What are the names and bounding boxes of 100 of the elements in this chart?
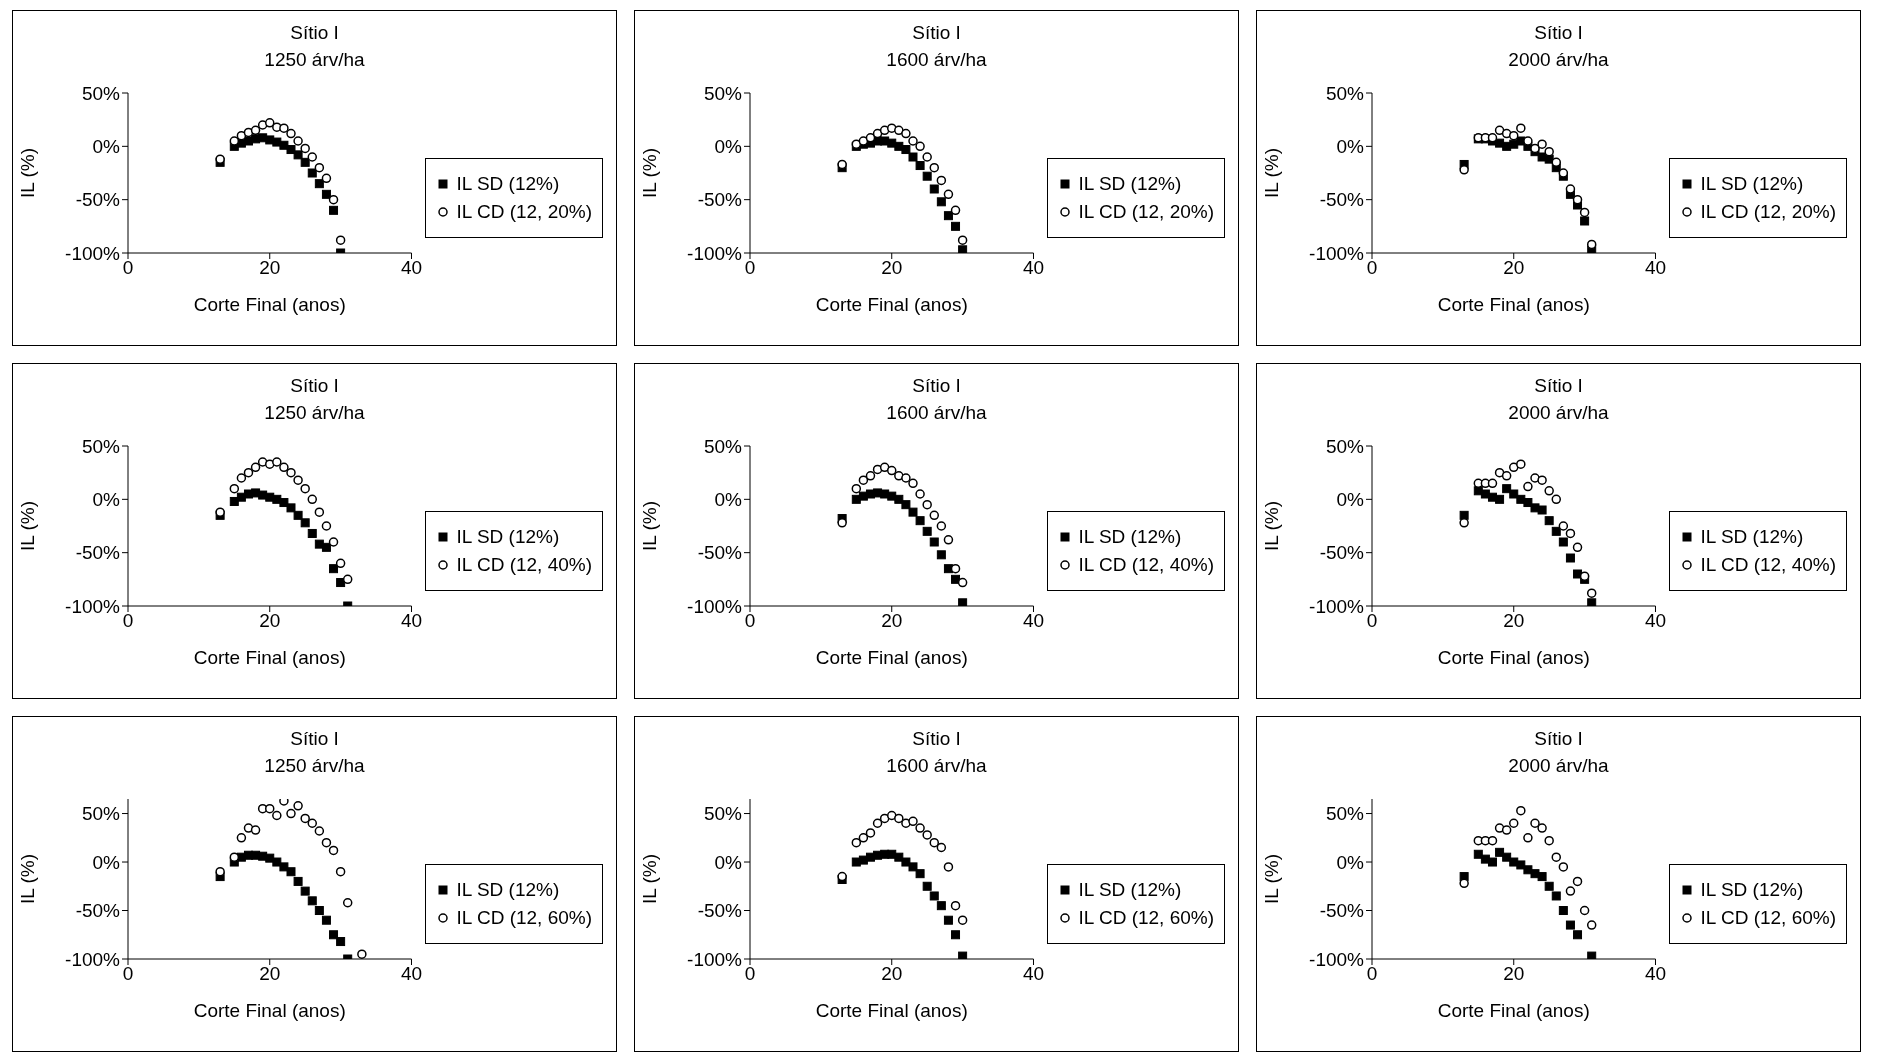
chart-title: Sítio I — [289, 21, 340, 45]
legend-label: IL CD (12, 40%) — [1700, 554, 1836, 576]
y-axis-title: IL (%) — [16, 854, 38, 904]
y-axis-title: IL (%) — [1260, 148, 1282, 198]
y-tick-label: 0% — [1336, 489, 1365, 511]
y-tick-label: -50% — [1319, 900, 1365, 922]
chart-title: Sítio I — [1533, 21, 1584, 45]
x-axis-title: Corte Final (anos) — [815, 647, 968, 668]
y-tick-label: -50% — [75, 900, 121, 922]
y-axis-title: IL (%) — [638, 854, 660, 904]
legend-label: IL CD (12, 60%) — [456, 907, 592, 929]
x-tick-label: 40 — [1644, 963, 1667, 985]
y-tick-label: 50% — [703, 82, 743, 104]
x-axis-title: Corte Final (anos) — [1437, 647, 1590, 668]
chart-subtitle: 1600 árv/ha — [885, 754, 988, 778]
x-tick-label: 20 — [881, 610, 903, 632]
x-tick-label: 40 — [1022, 610, 1045, 632]
chart-subtitle: 1250 árv/ha — [263, 754, 366, 778]
y-axis-title: IL (%) — [638, 148, 660, 198]
legend-label: IL SD (12%) — [456, 526, 560, 548]
chart-subtitle: 2000 árv/ha — [1507, 401, 1610, 425]
chart-subtitle: 1250 árv/ha — [263, 401, 366, 425]
y-axis-title: IL (%) — [1260, 854, 1282, 904]
y-axis-title: IL (%) — [1260, 501, 1282, 551]
y-tick-label: -50% — [75, 542, 121, 564]
y-tick-label: 50% — [703, 803, 743, 825]
y-tick-label: -100% — [687, 948, 743, 970]
x-tick-label: 0 — [122, 257, 134, 279]
x-tick-label: 40 — [400, 963, 423, 985]
y-tick-label: 0% — [714, 851, 743, 873]
y-tick-label: -100% — [65, 242, 121, 264]
x-axis-title: Corte Final (anos) — [1437, 294, 1590, 315]
x-tick-label: 0 — [1366, 257, 1378, 279]
y-tick-label: -100% — [1309, 595, 1365, 617]
x-axis-title: Corte Final (anos) — [815, 1000, 968, 1021]
y-tick-label: 50% — [81, 803, 121, 825]
legend-label: IL SD (12%) — [1078, 526, 1182, 548]
y-axis-title: IL (%) — [638, 501, 660, 551]
chart-title: Sítio I — [911, 374, 962, 398]
y-tick-label: 50% — [81, 435, 121, 457]
chart-subtitle: 1600 árv/ha — [885, 401, 988, 425]
chart-subtitle: 1600 árv/ha — [885, 48, 988, 72]
x-tick-label: 40 — [400, 610, 423, 632]
y-tick-label: -100% — [687, 595, 743, 617]
x-axis-title: Corte Final (anos) — [193, 294, 346, 315]
x-tick-label: 20 — [259, 963, 281, 985]
y-tick-label: 50% — [1325, 82, 1365, 104]
y-tick-label: 0% — [1336, 136, 1365, 158]
x-tick-label: 20 — [881, 257, 903, 279]
legend-label: IL CD (12, 60%) — [1078, 907, 1214, 929]
legend-label: IL SD (12%) — [1700, 879, 1804, 901]
x-tick-label: 40 — [1644, 257, 1667, 279]
legend-label: IL SD (12%) — [1078, 173, 1182, 195]
y-tick-label: 50% — [81, 82, 121, 104]
x-tick-label: 40 — [1022, 257, 1045, 279]
x-tick-label: 20 — [259, 257, 281, 279]
x-tick-label: 0 — [1366, 610, 1378, 632]
x-tick-label: 0 — [744, 257, 756, 279]
legend-label: IL SD (12%) — [1700, 526, 1804, 548]
x-tick-label: 20 — [1503, 610, 1525, 632]
chart-subtitle: 1250 árv/ha — [263, 48, 366, 72]
y-tick-label: 0% — [92, 851, 121, 873]
y-tick-label: -50% — [697, 542, 743, 564]
chart-subtitle: 2000 árv/ha — [1507, 48, 1610, 72]
x-tick-label: 20 — [259, 610, 281, 632]
y-axis-title: IL (%) — [16, 148, 38, 198]
chart-title: Sítio I — [289, 727, 340, 751]
chart-title: Sítio I — [911, 21, 962, 45]
legend-label: IL CD (12, 20%) — [1700, 201, 1836, 223]
y-tick-label: 50% — [703, 435, 743, 457]
chart-title: Sítio I — [1533, 374, 1584, 398]
x-tick-label: 0 — [122, 610, 134, 632]
y-tick-label: -50% — [697, 189, 743, 211]
x-axis-title: Corte Final (anos) — [815, 294, 968, 315]
y-tick-label: 0% — [714, 489, 743, 511]
y-tick-label: 50% — [1325, 803, 1365, 825]
y-tick-label: 0% — [92, 136, 121, 158]
y-tick-label: -100% — [687, 242, 743, 264]
y-tick-label: -100% — [65, 948, 121, 970]
chart-title: Sítio I — [911, 727, 962, 751]
x-axis-title: Corte Final (anos) — [1437, 1000, 1590, 1021]
y-tick-label: -50% — [1319, 189, 1365, 211]
legend-label: IL CD (12, 60%) — [1700, 907, 1836, 929]
legend-label: IL CD (12, 20%) — [456, 201, 592, 223]
y-tick-label: -100% — [65, 595, 121, 617]
y-tick-label: -100% — [1309, 242, 1365, 264]
y-tick-label: -50% — [1319, 542, 1365, 564]
x-tick-label: 40 — [400, 257, 423, 279]
chart-subtitle: 2000 árv/ha — [1507, 754, 1610, 778]
legend-label: IL SD (12%) — [456, 173, 560, 195]
y-tick-label: -100% — [1309, 948, 1365, 970]
x-tick-label: 0 — [1366, 963, 1378, 985]
x-tick-label: 0 — [744, 610, 756, 632]
chart-title: Sítio I — [1533, 727, 1584, 751]
legend-label: IL SD (12%) — [1700, 173, 1804, 195]
y-tick-label: 0% — [1336, 851, 1365, 873]
x-tick-label: 20 — [1503, 963, 1525, 985]
x-tick-label: 0 — [122, 963, 134, 985]
y-tick-label: 50% — [1325, 435, 1365, 457]
legend-label: IL CD (12, 40%) — [1078, 554, 1214, 576]
